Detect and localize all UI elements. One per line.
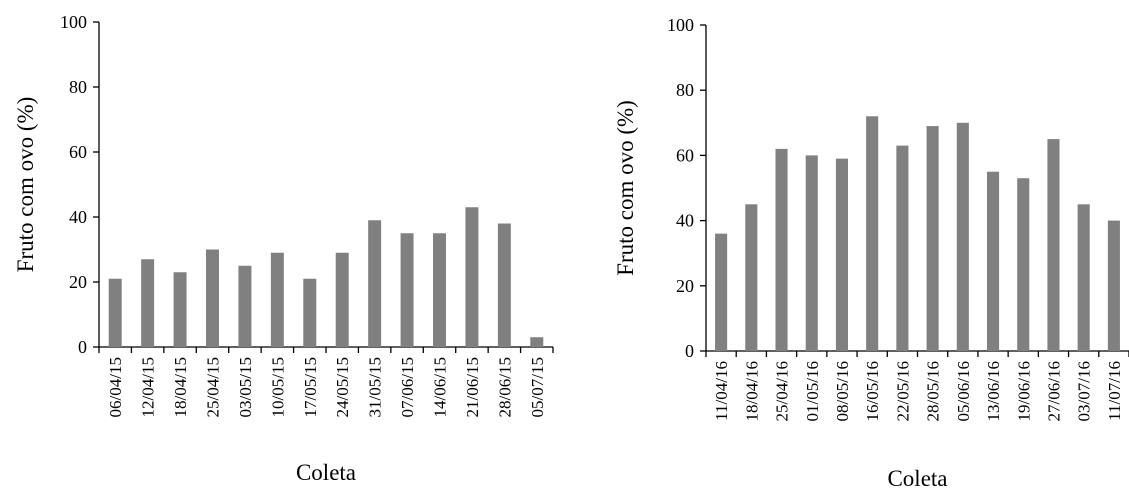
x-category-label: 28/06/15 <box>495 357 514 417</box>
bar <box>206 249 219 347</box>
y-tick-label: 40 <box>69 207 87 227</box>
bar <box>805 155 818 351</box>
bar <box>303 278 317 347</box>
bar <box>986 171 1000 351</box>
bar <box>745 204 758 351</box>
chart-left: 0 20 40 60 80 100 06/04/15 12/04/15 18/04/15 25/0… <box>13 12 554 485</box>
x-category-label: 31/05/15 <box>366 357 385 417</box>
y-tick-label: 60 <box>676 145 694 165</box>
bar <box>715 233 728 351</box>
x-category-label: 08/05/16 <box>833 361 852 421</box>
x-category-label: 18/04/15 <box>171 357 190 417</box>
x-axis-title: Coleta <box>887 466 947 488</box>
y-axis-title: Fruto com ovo (%) <box>13 97 38 273</box>
bar <box>433 233 446 347</box>
bar <box>141 259 155 347</box>
y-tick-label: 20 <box>676 276 694 296</box>
x-category-label: 05/06/16 <box>954 361 973 421</box>
y-tick-label: 60 <box>69 142 87 162</box>
bar <box>1077 204 1090 351</box>
bar <box>270 252 284 347</box>
bar <box>835 158 849 351</box>
y-tick-label: 0 <box>78 337 87 357</box>
bar <box>497 223 511 347</box>
x-category-label: 06/04/15 <box>106 357 125 417</box>
bar <box>1017 178 1030 351</box>
y-tick-label: 100 <box>667 15 694 35</box>
x-category-label: 10/05/15 <box>268 357 287 417</box>
bar <box>173 272 187 347</box>
x-category-label: 28/05/16 <box>924 361 943 421</box>
x-category-label: 13/06/16 <box>984 361 1003 421</box>
x-category-label: 03/05/15 <box>236 357 255 417</box>
bar <box>238 265 252 347</box>
x-category-label: 22/05/16 <box>893 361 912 421</box>
bar <box>108 278 122 347</box>
bar <box>368 220 382 347</box>
y-tick-label: 40 <box>676 211 694 231</box>
x-category-label: 05/07/15 <box>528 357 547 417</box>
x-category-label: 27/06/16 <box>1044 361 1063 421</box>
y-tick-label: 20 <box>69 272 87 292</box>
bar <box>335 252 349 347</box>
bar <box>775 148 788 351</box>
bar <box>926 126 939 351</box>
x-category-label: 14/06/15 <box>431 357 450 417</box>
x-category-label: 12/04/15 <box>139 357 158 417</box>
x-category-label: 24/05/15 <box>333 357 352 417</box>
x-category-label: 19/06/16 <box>1014 361 1033 421</box>
bar <box>956 122 969 351</box>
x-category-label: 07/06/15 <box>398 357 417 417</box>
x-category-label: 18/04/16 <box>742 361 761 421</box>
x-axis-title: Coleta <box>296 460 356 485</box>
x-category-label: 16/05/16 <box>863 361 882 421</box>
x-category-label: 01/05/16 <box>803 361 822 421</box>
x-category-label: 11/04/16 <box>712 361 731 421</box>
bar <box>866 116 879 351</box>
y-tick-label: 80 <box>69 77 87 97</box>
x-category-label: 11/07/16 <box>1105 361 1124 421</box>
y-tick-label: 80 <box>676 80 694 100</box>
x-category-label: 21/06/15 <box>463 357 482 417</box>
x-category-label: 17/05/15 <box>301 357 320 417</box>
y-tick-label: 100 <box>60 12 87 32</box>
x-category-label: 25/04/15 <box>204 357 223 417</box>
bar <box>1107 220 1120 351</box>
y-axis-title: Fruto com ovo (%) <box>613 100 638 276</box>
bar <box>530 337 544 347</box>
bar <box>400 233 414 347</box>
chart-right: 0 20 40 60 80 100 11/04/16 18/04/16 25/04/16 01/0… <box>613 15 1129 488</box>
y-tick-label: 0 <box>685 341 694 361</box>
bar <box>465 207 479 347</box>
bar <box>1047 139 1060 351</box>
bar <box>896 145 909 351</box>
x-category-label: 03/07/16 <box>1075 361 1094 421</box>
x-category-label: 25/04/16 <box>773 361 792 421</box>
